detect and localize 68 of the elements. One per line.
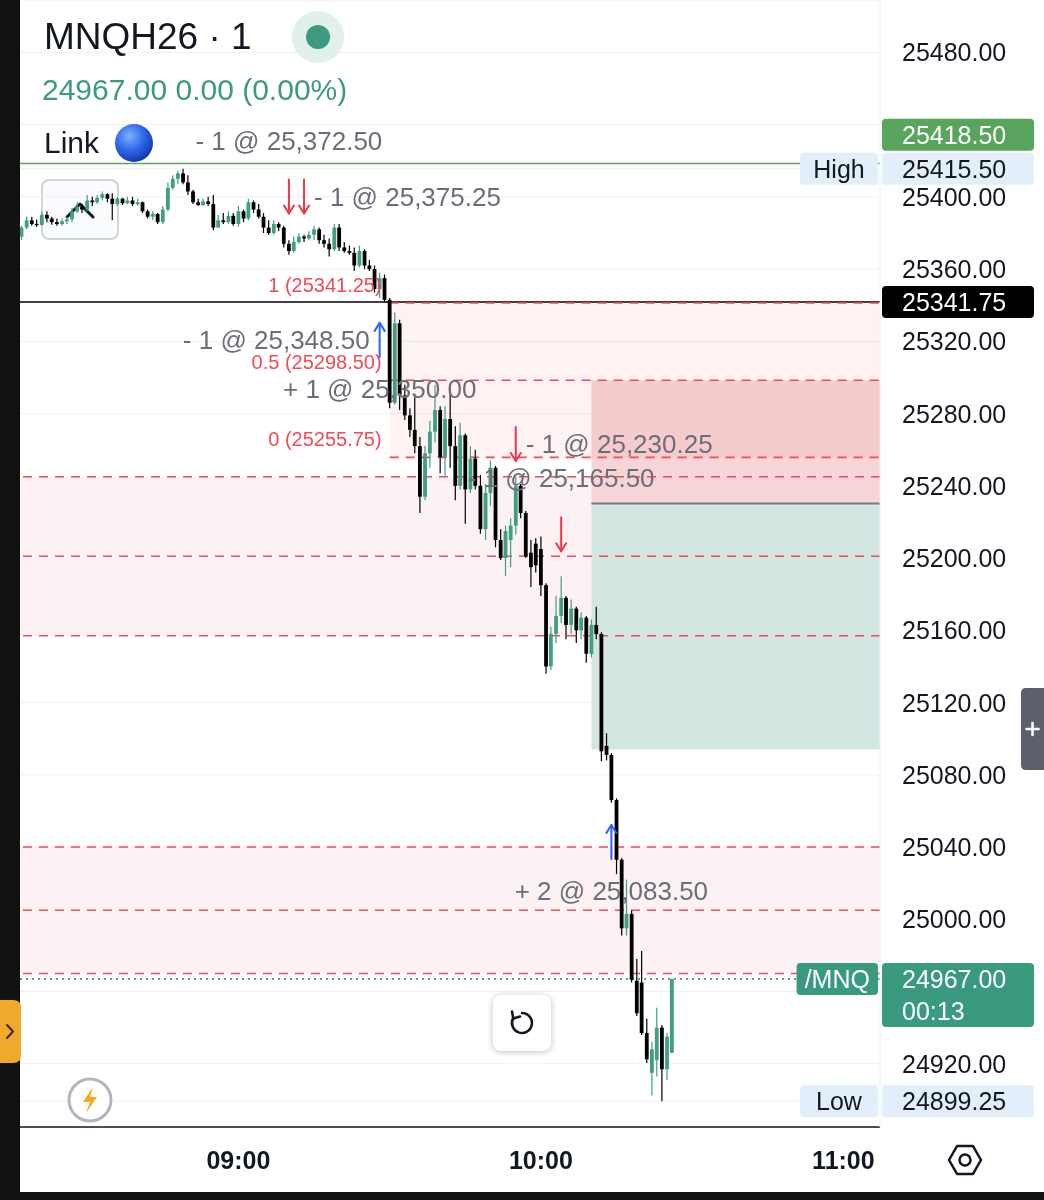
candlestick	[312, 225, 316, 241]
y-tick-label: 25200.00	[902, 544, 1007, 573]
candlestick	[80, 203, 84, 214]
y-tick-label: 25480.00	[902, 38, 1007, 67]
candlestick	[95, 194, 100, 205]
annotation: Link	[44, 126, 100, 160]
candlestick	[332, 223, 337, 252]
annotation: High	[813, 154, 865, 183]
y-tick-label: 25400.00	[902, 182, 1007, 211]
candlestick	[337, 223, 342, 252]
candlestick	[322, 234, 326, 249]
y-tick-label: 24920.00	[902, 1049, 1007, 1078]
candlestick	[110, 192, 115, 221]
point	[298, 204, 311, 215]
candlestick	[160, 205, 165, 225]
x-tick-label: 11:00	[812, 1146, 875, 1174]
candlestick	[287, 239, 291, 256]
candlestick	[352, 246, 357, 272]
annotation: Low	[816, 1087, 863, 1116]
candlestick	[508, 517, 513, 568]
candlestick	[408, 407, 412, 438]
text: 24967.00 0.00 (0.00%)	[42, 72, 348, 108]
y-tick-label: 25000.00	[902, 905, 1007, 934]
candlestick	[579, 611, 584, 640]
annotation: - 1 @ 25,372.50	[195, 125, 383, 156]
candlestick	[427, 420, 432, 469]
candlestick	[574, 606, 579, 644]
y-tick-label: 25160.00	[902, 616, 1007, 645]
chart-title: MNQH26 · 1	[44, 16, 252, 58]
candlestick	[569, 599, 574, 635]
candlestick	[594, 606, 599, 640]
point	[509, 451, 522, 462]
y-tick-label: 24899.25	[902, 1087, 1007, 1116]
candlestick	[55, 217, 59, 227]
annotation: - 1 @ 25,230.25	[525, 428, 713, 459]
y-tick-label: 25080.00	[902, 760, 1007, 789]
y-tick-label: 25120.00	[902, 688, 1007, 717]
x-tick-label: 10:00	[508, 1146, 573, 1174]
y-tick-label: 25280.00	[902, 399, 1007, 428]
candlestick	[297, 232, 301, 245]
ref-line-label: 25341.75	[902, 288, 1007, 317]
y-tick-label: 25415.50	[902, 154, 1007, 183]
candlestick	[166, 181, 170, 212]
ref-line-label: 24967.00 00:13	[902, 964, 1007, 1025]
y-tick-label: 25320.00	[902, 327, 1007, 356]
point	[555, 542, 568, 553]
point	[373, 321, 386, 332]
candlestick	[281, 225, 286, 249]
x-tick-label: 09:00	[206, 1146, 271, 1174]
series-label: 0 (25255.75)	[268, 428, 382, 451]
point	[605, 824, 618, 834]
candlestick	[185, 174, 190, 196]
candlestick	[246, 198, 251, 221]
candlestick	[498, 528, 503, 561]
y-tick-label: 25040.00	[902, 833, 1007, 862]
annotation: - 1 @ 25,348.50	[182, 324, 370, 355]
candlestick	[327, 237, 332, 258]
candlestick	[45, 210, 49, 223]
y-tick-label: 25360.00	[902, 255, 1007, 284]
candlestick	[559, 575, 564, 624]
ref-line-label: 25418.50	[902, 120, 1007, 149]
annotation: - 1 @ 25,375.25	[314, 181, 501, 212]
candlestick	[211, 194, 216, 231]
candlestick	[64, 216, 69, 225]
y-tick-label: 25240.00	[902, 471, 1007, 500]
annotation: /MNQ	[804, 964, 870, 993]
point	[282, 204, 295, 215]
candlestick	[554, 595, 558, 644]
